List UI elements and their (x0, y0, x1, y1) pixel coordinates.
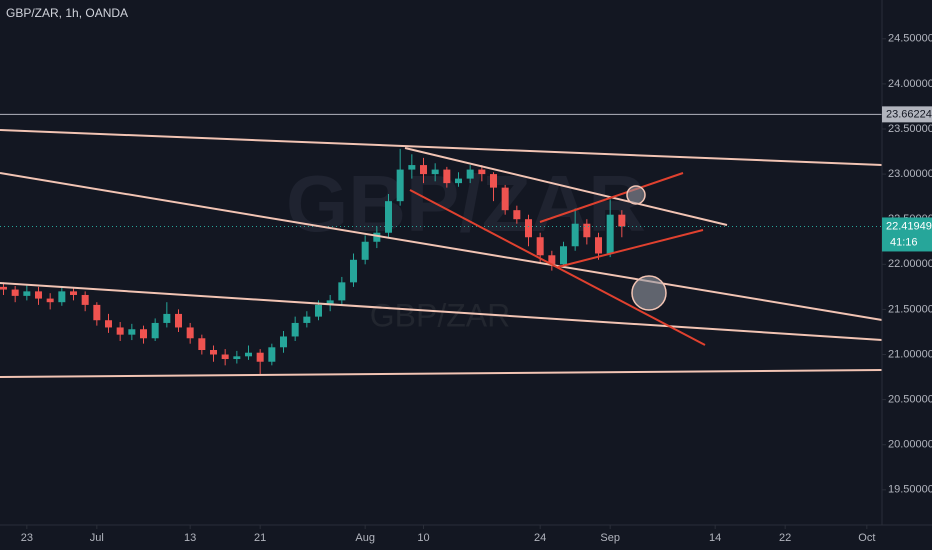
candle-body (280, 336, 287, 348)
trend-line (409, 189, 706, 346)
y-tick-label: 22.00000 (888, 258, 932, 270)
trend-line (0, 369, 883, 378)
x-tick-label: Jul (90, 532, 104, 544)
candle-body (35, 291, 42, 299)
candle-body (595, 237, 602, 254)
y-tick-label: 23.50000 (888, 123, 932, 135)
trend-line (404, 147, 728, 226)
candle-body (116, 327, 124, 335)
candle-body (560, 246, 567, 265)
candle-body (513, 210, 521, 220)
candle-body (466, 169, 474, 179)
candle-body (396, 169, 404, 202)
countdown: 41:16 (890, 236, 918, 248)
candle-body (338, 282, 346, 301)
x-tick-label: Oct (858, 532, 875, 544)
trend-line (0, 129, 883, 166)
y-tick-label: 20.50000 (888, 394, 932, 406)
candle-body (420, 165, 427, 175)
candle-body (431, 169, 439, 175)
x-tick-label: 21 (254, 532, 266, 544)
y-tick-label: 20.00000 (888, 439, 932, 451)
candle-body (618, 214, 626, 227)
candle-body (548, 255, 556, 265)
horizontal-line-label: 23.66224 (886, 108, 932, 120)
candle-body (105, 320, 112, 328)
candle-body (58, 291, 66, 303)
candle-body (163, 313, 171, 323)
plot (0, 113, 882, 375)
y-tick-label: 23.00000 (888, 168, 932, 180)
candle-body (151, 322, 159, 339)
candle-body (501, 187, 509, 211)
candle-body (46, 298, 54, 303)
chart-title: GBP/ZAR, 1h, OANDA (6, 6, 128, 20)
candle-body (478, 169, 486, 175)
y-tick-label: 21.00000 (888, 348, 932, 360)
candle-body (583, 223, 591, 238)
trend-line (0, 282, 883, 341)
candle-body (210, 350, 217, 355)
candle-body (315, 304, 322, 317)
x-tick-label: 24 (534, 532, 546, 544)
y-tick-label: 24.50000 (888, 33, 932, 45)
candle-body (268, 347, 276, 362)
candle-body (93, 304, 101, 321)
y-tick-label: 21.50000 (888, 303, 932, 315)
candle-body (373, 232, 381, 242)
candle-body (198, 338, 206, 350)
candle-body (233, 356, 241, 360)
candle-body (326, 300, 334, 305)
candle-body (385, 201, 392, 233)
candle-body (536, 237, 544, 256)
horizontal-line-badge (882, 106, 932, 123)
x-tick-label: Sep (600, 532, 620, 544)
candle-body (571, 223, 579, 247)
candle-body (490, 174, 497, 188)
candle-body (408, 165, 416, 170)
candle-body (525, 219, 532, 238)
candle-body (291, 322, 299, 337)
x-tick-label: 13 (184, 532, 196, 544)
candle-body (140, 329, 147, 339)
candle-body (455, 178, 462, 184)
y-tick-label: 24.00000 (888, 78, 932, 90)
circle-marker (631, 275, 667, 311)
candle-body (361, 241, 369, 260)
candle-body (81, 294, 89, 305)
candle-body (303, 316, 311, 323)
last-price-label: 22.41949 (886, 220, 932, 232)
last-price-badge (882, 217, 932, 252)
candle-body (221, 354, 229, 360)
trend-line (557, 229, 704, 268)
circle-marker (626, 185, 646, 205)
candle-body (128, 329, 136, 335)
candle-body (70, 291, 77, 295)
candle-body (245, 352, 252, 357)
candle-body (606, 214, 614, 254)
trend-line (539, 172, 684, 223)
x-tick-label: 23 (21, 532, 33, 544)
candle-body (23, 291, 31, 296)
drawings (0, 129, 883, 378)
candle-body (175, 313, 182, 328)
axes: 19.50000 20.00000 20.50000 21.00000 21.50000… (21, 33, 932, 544)
x-tick-label: 10 (417, 532, 429, 544)
y-tick-label: 19.50000 (888, 484, 932, 496)
candle-body (350, 259, 357, 283)
candle-body (186, 327, 194, 339)
x-tick-label: 22 (779, 532, 791, 544)
x-tick-label: 14 (709, 532, 721, 544)
candle-body (443, 169, 451, 184)
trend-line (0, 172, 883, 321)
candle-body (0, 286, 7, 290)
x-tick-label: Aug (355, 532, 375, 544)
candle-body (11, 289, 19, 296)
candle-body (256, 352, 264, 362)
